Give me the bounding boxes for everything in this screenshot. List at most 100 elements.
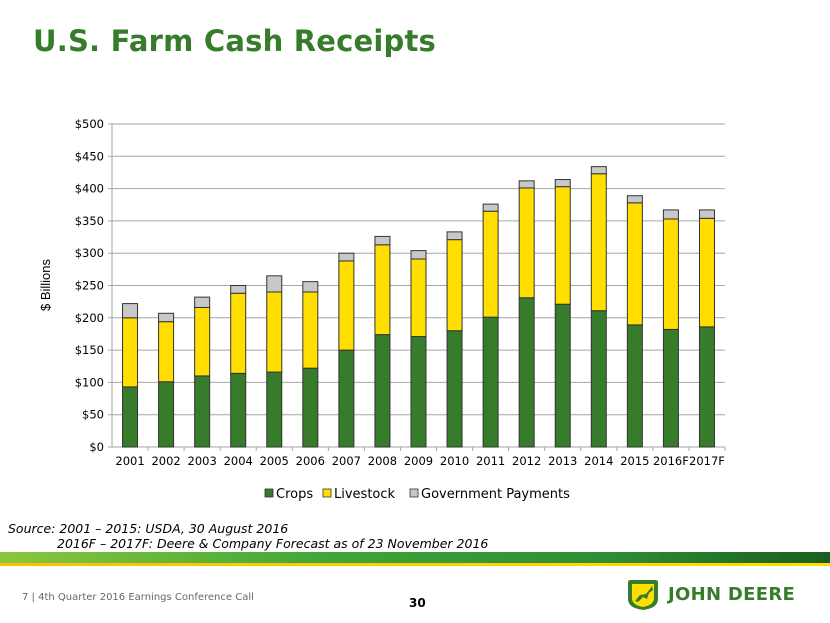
bar-government-payments-2014 xyxy=(590,166,607,175)
bar-crops-2010 xyxy=(446,330,463,448)
legend-swatch-government-payments xyxy=(409,488,419,498)
bar-government-payments-2004 xyxy=(230,285,247,294)
bar-livestock-2001 xyxy=(122,317,139,388)
x-tick-label: 2010 xyxy=(440,454,469,468)
bars xyxy=(122,166,715,448)
page-number: 30 xyxy=(409,596,426,610)
bar-government-payments-2003 xyxy=(194,296,211,308)
x-tick-label: 2014 xyxy=(584,454,613,468)
legend-label: Government Payments xyxy=(421,487,570,502)
bar-crops-2005 xyxy=(266,371,283,448)
bar-livestock-2015 xyxy=(626,202,643,326)
bar-government-payments-2009 xyxy=(410,250,427,260)
y-tick-label: $450 xyxy=(75,149,104,163)
x-tick-label: 2008 xyxy=(368,454,397,468)
bar-crops-2006 xyxy=(302,367,319,448)
x-tick-label: 2002 xyxy=(151,454,180,468)
bar-government-payments-2013 xyxy=(554,179,571,188)
bar-crops-2002 xyxy=(158,381,175,448)
source-line-2: 2016F – 2017F: Deere & Company Forecast … xyxy=(57,536,489,551)
bar-livestock-2016F xyxy=(662,218,679,330)
bar-crops-2004 xyxy=(230,372,247,448)
bar-livestock-2008 xyxy=(374,244,391,336)
source-line-1: Source: 2001 – 2015: USDA, 30 August 201… xyxy=(8,521,289,536)
x-tick-label: 2016F xyxy=(653,454,689,468)
bar-crops-2011 xyxy=(482,316,499,448)
x-tick-label: 2004 xyxy=(224,454,253,468)
x-tick-label: 2013 xyxy=(548,454,577,468)
y-tick-label: $250 xyxy=(75,279,104,293)
deer-logo-icon xyxy=(628,580,658,610)
bar-government-payments-2010 xyxy=(446,231,463,241)
y-axis-label: $ Billions xyxy=(38,258,53,311)
x-tick-label: 2011 xyxy=(476,454,505,468)
bar-government-payments-2005 xyxy=(266,275,283,293)
x-tick-label: 2001 xyxy=(115,454,144,468)
y-axis-ticks: $0 $50 $100 $150 $200 $250 $300 $350 $400 $450 $50… xyxy=(75,117,104,454)
y-tick-label: $350 xyxy=(75,214,104,228)
stacked-bar-chart: $0 $50 $100 $150 $200 $250 $300 $350 $400 $450 $50… xyxy=(38,117,726,502)
legend-label: Crops xyxy=(276,487,313,502)
y-tick-label: $500 xyxy=(75,117,104,131)
bar-government-payments-2011 xyxy=(482,203,499,212)
green-band xyxy=(0,552,830,563)
x-tick-label: 2009 xyxy=(404,454,433,468)
y-tick-label: $150 xyxy=(75,343,104,357)
bar-livestock-2003 xyxy=(194,306,211,377)
logo-text: JOHN DEERE xyxy=(668,583,796,605)
x-tick-label: 2017F xyxy=(689,454,725,468)
legend-label: Livestock xyxy=(334,487,396,502)
bar-livestock-2010 xyxy=(446,239,463,332)
bar-government-payments-2008 xyxy=(374,235,391,246)
bar-government-payments-2015 xyxy=(626,195,643,204)
x-tick-label: 2012 xyxy=(512,454,541,468)
y-tick-label: $0 xyxy=(89,440,104,454)
y-tick-label: $400 xyxy=(75,182,104,196)
legend-swatch-crops xyxy=(264,488,274,498)
john-deere-logo: JOHN DEERE xyxy=(626,577,795,611)
bar-crops-2016F xyxy=(662,328,679,448)
bar-government-payments-2016F xyxy=(662,209,679,220)
legend: Crops Livestock Government Payments xyxy=(264,487,570,502)
y-tick-label: $300 xyxy=(75,246,104,260)
bar-crops-2001 xyxy=(122,386,139,448)
bar-crops-2007 xyxy=(338,349,355,448)
bar-livestock-2011 xyxy=(482,210,499,318)
y-tick-label: $50 xyxy=(82,408,104,422)
bar-livestock-2007 xyxy=(338,260,355,351)
bar-livestock-2012 xyxy=(518,187,535,299)
x-tick-label: 2005 xyxy=(260,454,289,468)
slide-title: U.S. Farm Cash Receipts xyxy=(33,24,436,58)
x-axis-ticks: 2001 2002 2003 2004 2005 2006 2007 2008 2009 2010… xyxy=(115,447,726,468)
bar-crops-2015 xyxy=(626,324,643,448)
bar-crops-2017F xyxy=(698,326,715,448)
legend-swatch-livestock xyxy=(322,488,332,498)
bar-government-payments-2007 xyxy=(338,252,355,262)
bar-livestock-2002 xyxy=(158,321,175,383)
bar-government-payments-2012 xyxy=(518,180,535,189)
yellow-band xyxy=(0,563,830,566)
bar-livestock-2006 xyxy=(302,291,319,369)
bar-government-payments-2001 xyxy=(122,303,139,319)
y-tick-label: $100 xyxy=(75,375,104,389)
bar-livestock-2014 xyxy=(590,173,607,312)
bar-livestock-2013 xyxy=(554,186,571,305)
bar-government-payments-2017F xyxy=(698,209,715,219)
x-tick-label: 2006 xyxy=(296,454,325,468)
bar-crops-2008 xyxy=(374,334,391,448)
bar-crops-2012 xyxy=(518,297,535,448)
x-tick-label: 2003 xyxy=(188,454,217,468)
bar-government-payments-2006 xyxy=(302,281,319,293)
x-tick-label: 2015 xyxy=(620,454,649,468)
bar-livestock-2009 xyxy=(410,258,427,338)
y-tick-label: $200 xyxy=(75,311,104,325)
bar-livestock-2004 xyxy=(230,292,247,374)
x-tick-label: 2007 xyxy=(332,454,361,468)
bar-livestock-2017F xyxy=(698,217,715,328)
bar-government-payments-2002 xyxy=(158,312,175,323)
bar-crops-2013 xyxy=(554,303,571,448)
bar-crops-2003 xyxy=(194,375,211,448)
bar-crops-2014 xyxy=(590,310,607,448)
footer-text: 7 | 4th Quarter 2016 Earnings Conference… xyxy=(22,592,254,603)
bar-livestock-2005 xyxy=(266,291,283,373)
